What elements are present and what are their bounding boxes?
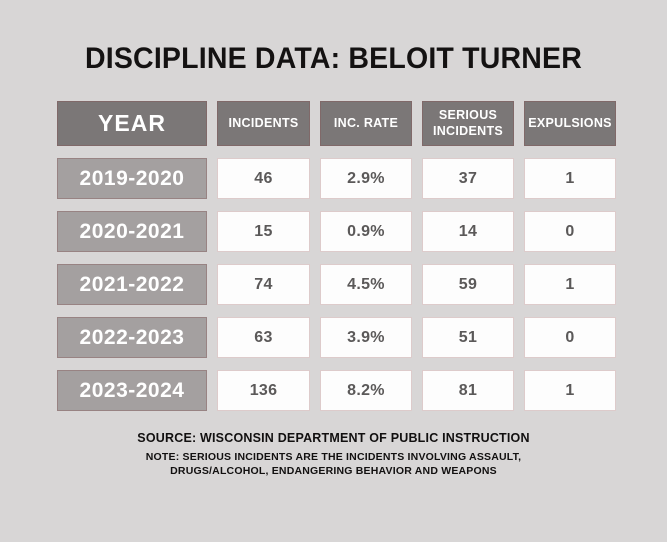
year-cell: 2021-2022 — [57, 264, 207, 305]
footer: SOURCE: WISCONSIN DEPARTMENT OF PUBLIC I… — [0, 431, 667, 478]
serious-cell: 59 — [422, 264, 514, 305]
inc-rate-cell: 0.9% — [320, 211, 412, 252]
column-header-inc-rate: INC. RATE — [320, 101, 412, 146]
serious-cell: 37 — [422, 158, 514, 199]
column-header-incidents: INCIDENTS — [217, 101, 310, 146]
serious-cell: 81 — [422, 370, 514, 411]
inc-rate-cell: 2.9% — [320, 158, 412, 199]
expulsions-cell: 0 — [524, 211, 616, 252]
incidents-cell: 136 — [217, 370, 310, 411]
discipline-data-table: YEAR INCIDENTS INC. RATE SERIOUS INCIDEN… — [57, 101, 616, 411]
footnote: NOTE: SERIOUS INCIDENTS ARE THE INCIDENT… — [0, 450, 667, 478]
incidents-cell: 63 — [217, 317, 310, 358]
inc-rate-cell: 4.5% — [320, 264, 412, 305]
expulsions-cell: 1 — [524, 158, 616, 199]
column-header-year: YEAR — [57, 101, 207, 146]
year-cell: 2023-2024 — [57, 370, 207, 411]
incidents-cell: 46 — [217, 158, 310, 199]
inc-rate-cell: 3.9% — [320, 317, 412, 358]
year-cell: 2019-2020 — [57, 158, 207, 199]
source-attribution: SOURCE: WISCONSIN DEPARTMENT OF PUBLIC I… — [137, 431, 530, 445]
serious-cell: 51 — [422, 317, 514, 358]
inc-rate-cell: 8.2% — [320, 370, 412, 411]
serious-cell: 14 — [422, 211, 514, 252]
expulsions-cell: 0 — [524, 317, 616, 358]
year-cell: 2020-2021 — [57, 211, 207, 252]
column-header-serious-incidents: SERIOUS INCIDENTS — [422, 101, 514, 146]
footnote-line-2: DRUGS/ALCOHOL, ENDANGERING BEHAVIOR AND … — [170, 465, 497, 478]
footnote-line-1: NOTE: SERIOUS INCIDENTS ARE THE INCIDENT… — [145, 451, 522, 463]
incidents-cell: 74 — [217, 264, 310, 305]
column-header-expulsions: EXPULSIONS — [524, 101, 616, 146]
page-title: DISCIPLINE DATA: BELOIT TURNER — [84, 42, 583, 75]
incidents-cell: 15 — [217, 211, 310, 252]
year-cell: 2022-2023 — [57, 317, 207, 358]
expulsions-cell: 1 — [524, 370, 616, 411]
expulsions-cell: 1 — [524, 264, 616, 305]
